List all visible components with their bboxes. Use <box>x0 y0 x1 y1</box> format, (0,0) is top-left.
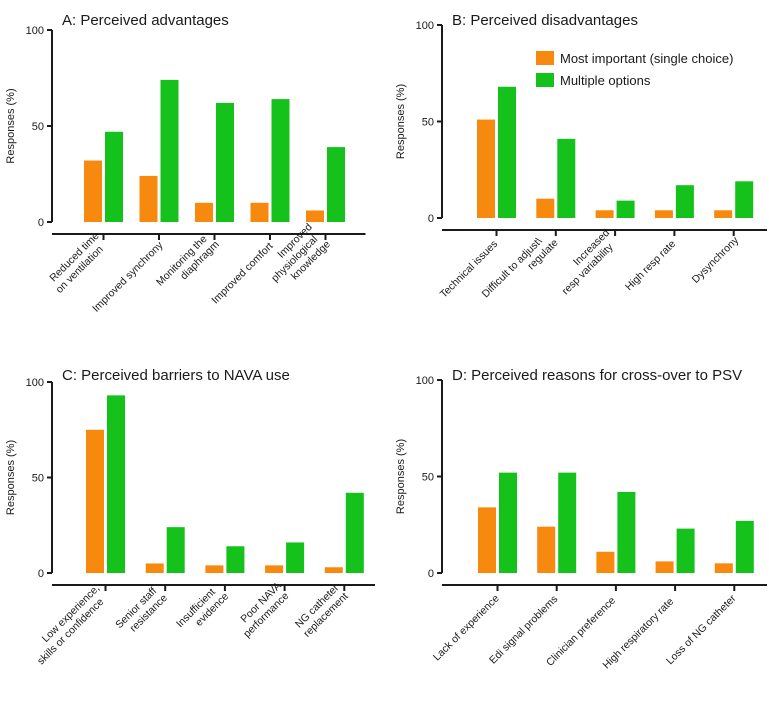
y-tick-label: 0 <box>428 213 434 225</box>
y-tick-label: 100 <box>26 25 44 37</box>
bar-multiple-options <box>557 138 576 218</box>
bar-multiple-options <box>107 395 125 573</box>
bar-multiple-options <box>675 185 694 218</box>
bar-most-important <box>478 507 496 573</box>
x-tick-label-line: High resp rate <box>623 238 678 293</box>
bar-most-important <box>139 175 158 222</box>
chart-panel-c: C: Perceived barriers to NAVA use Respons… <box>5 367 375 667</box>
bar-most-important <box>84 160 102 222</box>
bar-multiple-options <box>105 131 123 222</box>
chart-panel-a: A: Perceived advantages Responses (%) 0 50 1… <box>5 12 366 315</box>
y-tick-label: 0 <box>38 217 44 229</box>
x-tick-label: Reduced timeon ventilation <box>45 230 111 296</box>
bar-multiple-options <box>616 200 635 218</box>
y-tick-label: 100 <box>416 375 434 387</box>
bar-multiple-options <box>498 86 516 218</box>
bar-multiple-options <box>160 79 179 222</box>
y-tick-label: 50 <box>32 121 44 133</box>
chart-title: D: Perceived reasons for cross-over to P… <box>452 367 742 384</box>
x-tick-label: High resp rate <box>623 238 678 293</box>
bar-multiple-options <box>735 181 754 218</box>
x-tick-label: Insufficientevidence <box>174 582 231 639</box>
bar-most-important <box>86 429 104 573</box>
bar-multiple-options <box>735 520 754 573</box>
x-tick-label: Improvedphysiologicalknowledge <box>260 221 333 294</box>
bar-most-important <box>654 210 673 218</box>
bar-most-important <box>306 210 324 222</box>
x-tick-label: Monitoring thediaphragm <box>154 230 222 298</box>
bar-most-important <box>596 551 615 573</box>
x-tick-label-line: Dysynchrony <box>690 234 742 286</box>
bar-most-important <box>714 210 733 218</box>
y-tick-label: 100 <box>416 20 434 32</box>
legend-swatch-most-important <box>536 51 554 65</box>
x-tick-label: Increasedresp variability <box>551 227 621 297</box>
legend-swatch-multiple-options <box>536 73 554 87</box>
bar-multiple-options <box>216 102 234 222</box>
y-tick-label: 100 <box>26 377 44 389</box>
bar-most-important <box>536 198 555 218</box>
x-tick-label: Senior staffresistance <box>113 583 170 640</box>
chart-title: C: Perceived barriers to NAVA use <box>62 367 290 384</box>
bar-most-important <box>145 563 164 573</box>
bar-multiple-options <box>327 147 345 222</box>
x-tick-label: Improved comfort <box>209 240 275 306</box>
x-tick-label: NG catheterreplacement <box>292 582 350 640</box>
chart-title: B: Perceived disadvantages <box>452 12 638 29</box>
y-axis-label: Responses (%) <box>5 440 17 515</box>
bar-multiple-options <box>345 492 364 573</box>
bar-multiple-options <box>676 528 695 573</box>
y-tick-label: 50 <box>422 117 434 129</box>
bar-multiple-options <box>499 472 517 573</box>
chart-panel-b: B: Perceived disadvantages Responses (%) 0… <box>395 12 767 301</box>
bar-most-important <box>477 119 495 218</box>
y-tick-label: 50 <box>422 472 434 484</box>
y-axis-label: Responses (%) <box>395 439 407 514</box>
bar-most-important <box>595 210 614 218</box>
x-tick-label: Low experience,skills or confidence <box>26 582 111 667</box>
bar-multiple-options <box>286 542 305 573</box>
bar-most-important <box>324 567 343 573</box>
bar-most-important <box>205 565 224 573</box>
bar-multiple-options <box>271 99 290 222</box>
x-tick-label-line: Improved comfort <box>209 240 275 306</box>
bar-most-important <box>195 202 213 222</box>
bar-most-important <box>655 561 674 573</box>
bar-most-important <box>250 202 269 222</box>
y-axis-label: Responses (%) <box>395 84 407 159</box>
y-tick-label: 0 <box>38 568 44 580</box>
legend-label-most-important: Most important (single choice) <box>560 51 733 66</box>
legend-label-multiple-options: Multiple options <box>560 73 651 88</box>
bar-most-important <box>714 563 733 573</box>
x-tick-label: Dysynchrony <box>690 234 742 286</box>
y-tick-label: 50 <box>32 473 44 485</box>
x-tick-label: Poor NAVAperformance <box>232 580 292 640</box>
bar-multiple-options <box>166 527 185 573</box>
bar-multiple-options <box>226 546 245 573</box>
bar-multiple-options <box>558 472 577 573</box>
bar-multiple-options <box>617 491 636 573</box>
y-axis-label: Responses (%) <box>5 88 17 163</box>
bar-most-important <box>537 526 556 573</box>
bar-most-important <box>265 565 284 573</box>
chart-title: A: Perceived advantages <box>62 12 229 29</box>
chart-panel-d: D: Perceived reasons for cross-over to P… <box>395 367 767 671</box>
y-tick-label: 0 <box>428 568 434 580</box>
